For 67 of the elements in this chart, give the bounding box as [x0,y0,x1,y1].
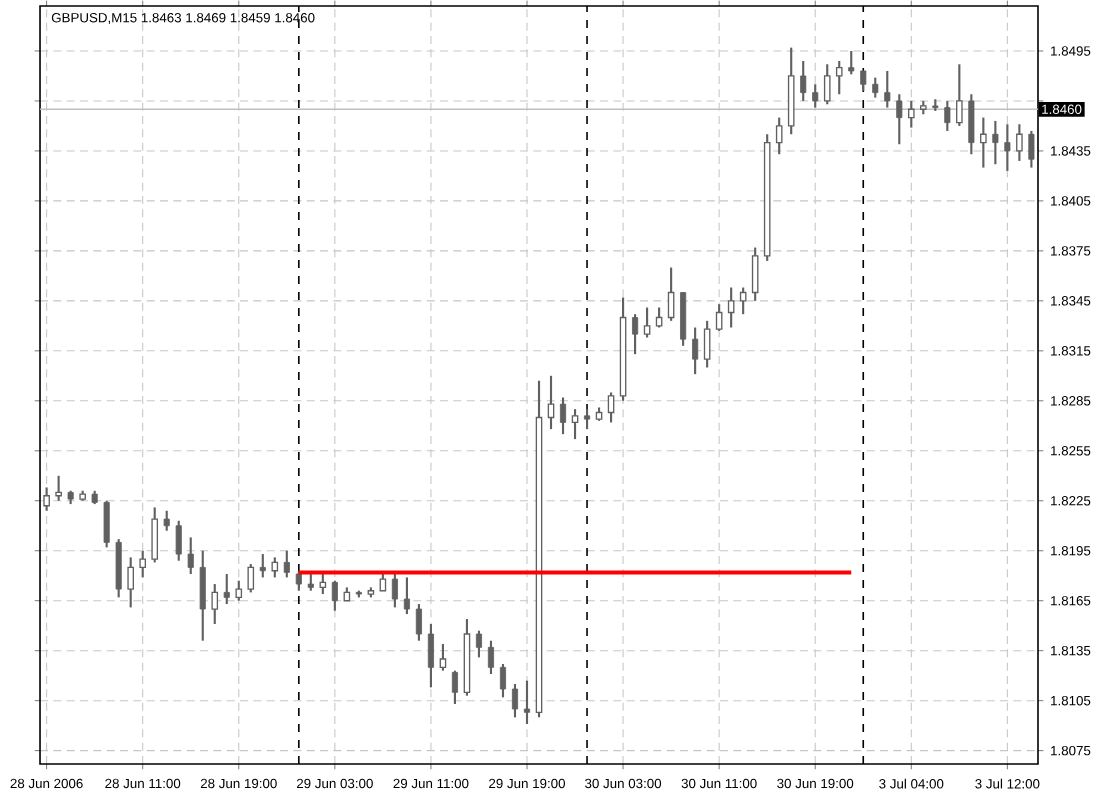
candlestick [547,374,555,431]
candlestick [439,642,447,672]
candlestick [956,63,963,127]
candlestick [835,59,843,96]
candlestick [775,116,783,156]
candlestick [127,556,135,609]
candlestick [163,509,170,532]
candlestick [727,286,735,329]
candlestick [139,549,147,579]
candlestick [800,59,807,103]
candlestick [499,662,507,699]
candlestick [643,306,651,339]
candlestick [607,391,615,424]
candlestick [223,572,230,606]
candlestick [907,99,915,129]
candlestick [199,549,206,642]
candlestick [968,93,975,156]
candlestick [235,579,243,602]
candlestick [715,303,723,332]
candlestick [427,622,434,689]
candlestick [151,506,159,564]
candlestick [211,582,219,626]
candlestick [944,99,951,132]
candlestick [980,116,987,169]
candlestick [872,76,879,99]
candlestick [271,556,279,579]
candlestick [896,93,903,146]
candlestick [751,246,759,302]
candlestick [247,563,255,594]
candlestick [187,536,194,576]
candlestick [391,572,398,609]
candlestick [475,629,482,659]
candlestick [283,549,290,579]
candlestick [992,119,999,166]
candlestick [667,266,675,322]
candlestick [487,639,495,676]
candlestick [1028,129,1035,169]
candlestick [115,538,122,599]
candlestick [692,326,699,376]
candlestick [655,306,663,329]
candlestick [1016,123,1023,162]
candlestick [884,69,891,109]
candlestick [295,569,302,592]
candlestick [451,669,458,706]
candlestick [632,313,639,356]
candlestick [848,49,855,76]
candlestick [584,408,591,431]
candlestick [523,679,531,726]
candlestick [812,83,819,109]
candlestick [823,63,831,106]
candlestick [175,519,182,562]
candlestick [403,576,410,616]
candlestick [331,579,338,612]
candlestick [259,553,266,579]
candlestick [415,602,422,642]
candlestick [703,319,711,369]
candlestick [680,291,687,347]
candlestick [511,682,519,719]
candlestick [55,474,62,502]
candlestick [571,408,579,441]
candlestick [1004,123,1011,172]
candlestick [739,286,747,316]
candlestick [559,396,567,436]
candlestick [43,486,50,512]
candlestick [860,69,867,93]
candlestick [319,572,327,596]
candlestick [103,499,110,549]
